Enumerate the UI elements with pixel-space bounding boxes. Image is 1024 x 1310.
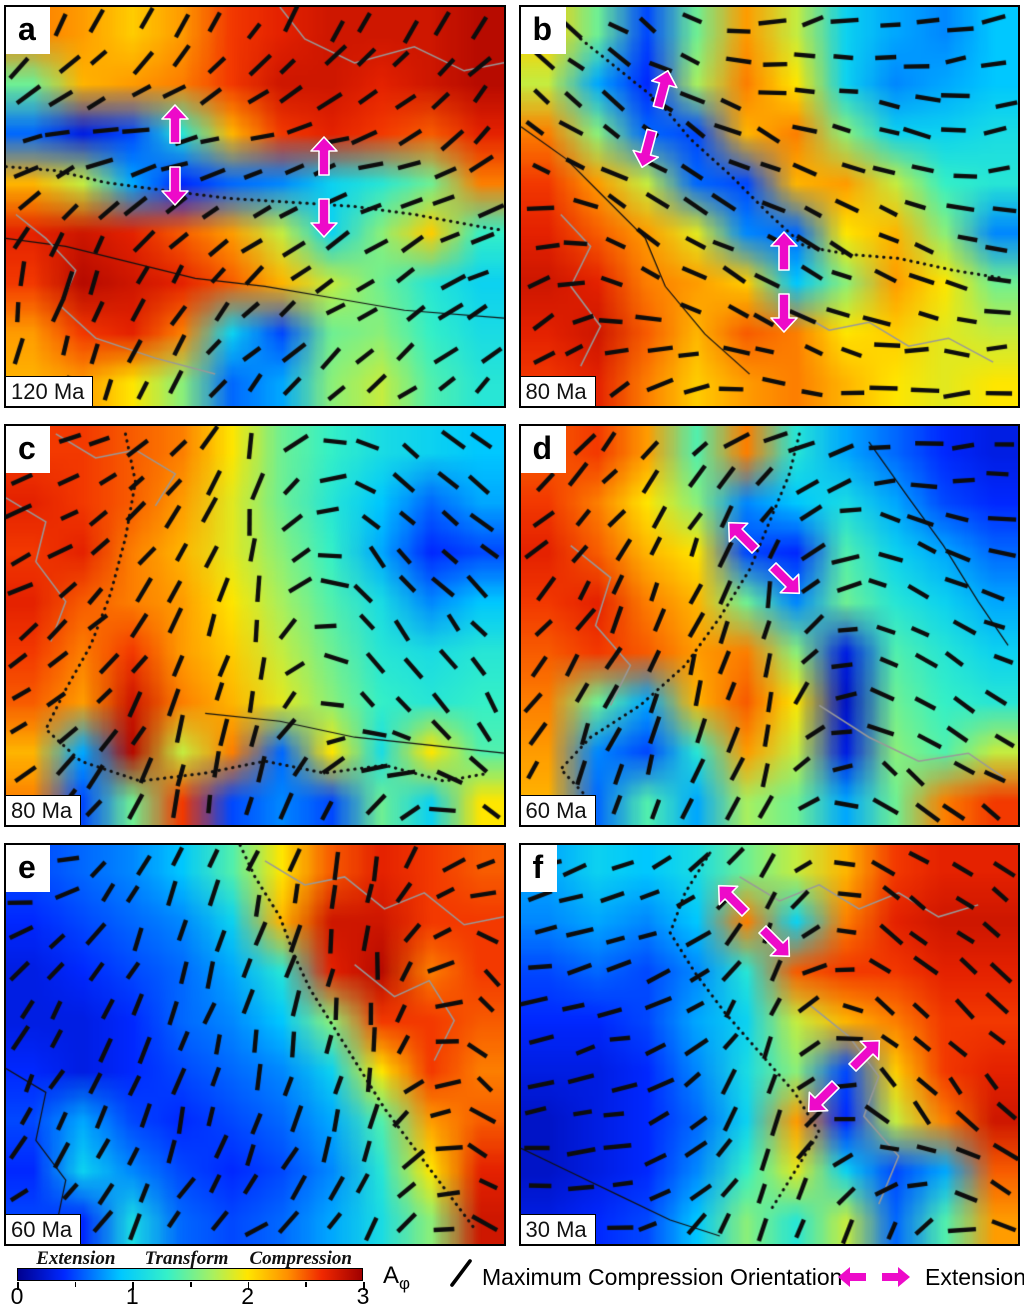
- panel-letter-f: f: [520, 845, 558, 892]
- time-label-d: 60 Ma: [520, 795, 596, 825]
- max-compression-orientation-label: Maximum Compression Orientation: [482, 1264, 843, 1290]
- regime-label-extension: Extension: [36, 1248, 116, 1269]
- aphi-label: Aφ: [383, 1262, 410, 1294]
- time-label-f: 30 Ma: [520, 1214, 596, 1244]
- panel-a: a 120 Ma: [4, 5, 506, 408]
- time-label-c: 80 Ma: [6, 795, 82, 825]
- panel-e: e 60 Ma: [4, 843, 506, 1246]
- panel-c: c 80 Ma: [4, 424, 506, 827]
- time-label-e: 60 Ma: [6, 1214, 82, 1244]
- extension-arrows-icon: [838, 1267, 910, 1287]
- extension-symbol-label: Extension: [925, 1264, 1024, 1290]
- panel-b: b 80 Ma: [518, 5, 1020, 408]
- colorbar-gradient: [17, 1268, 363, 1281]
- stress-map-d: [520, 426, 1018, 825]
- figure-legend: Extension Transform Compression 0 1 2 3 …: [0, 1248, 1024, 1309]
- colorbar-tick-1: 1: [125, 1283, 139, 1309]
- panel-d: d 60 Ma: [518, 424, 1020, 827]
- regime-label-compression: Compression: [249, 1248, 352, 1269]
- time-label-a: 120 Ma: [6, 376, 94, 406]
- aphi-sub: φ: [399, 1273, 411, 1293]
- colorbar-tick-3: 3: [356, 1283, 370, 1309]
- max-compression-orientation-icon: [450, 1259, 472, 1287]
- colorbar-tick-0: 0: [10, 1283, 24, 1309]
- panel-letter-c: c: [6, 426, 50, 473]
- stress-map-a: [6, 7, 504, 406]
- stress-map-e: [6, 845, 504, 1244]
- stress-map-c: [6, 426, 504, 825]
- stress-map-f: [520, 845, 1018, 1244]
- panel-letter-b: b: [520, 7, 567, 54]
- colorbar-ticks: [17, 1282, 365, 1291]
- panel-f: f 30 Ma: [518, 843, 1020, 1246]
- colorbar-tick-2: 2: [241, 1283, 255, 1309]
- stress-map-b: [520, 7, 1018, 406]
- panel-letter-d: d: [520, 426, 567, 473]
- aphi-main: A: [383, 1262, 400, 1289]
- panel-grid: a 120 Ma b 80 Ma c 80 Ma d 60 Ma e 60 Ma: [4, 5, 1020, 1246]
- time-label-b: 80 Ma: [520, 376, 596, 406]
- colorbar: Extension Transform Compression 0 1 2 3: [11, 1248, 370, 1309]
- regime-label-transform: Transform: [144, 1248, 229, 1269]
- panel-letter-e: e: [6, 845, 50, 892]
- panel-letter-a: a: [6, 7, 50, 54]
